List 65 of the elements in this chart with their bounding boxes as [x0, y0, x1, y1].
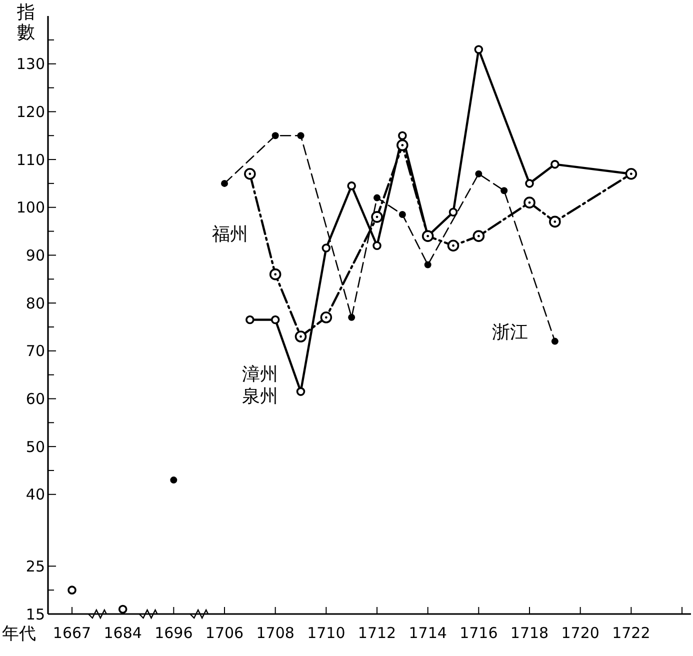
point	[374, 194, 380, 202]
x-tick-label: 1696	[154, 624, 193, 642]
point	[170, 476, 178, 484]
point	[221, 180, 228, 187]
point	[396, 139, 408, 152]
y-tick-label: 110	[16, 150, 45, 169]
x-tick-label: 1714	[408, 624, 447, 642]
series-label: 浙江	[492, 322, 528, 343]
point	[525, 179, 534, 188]
point	[625, 168, 638, 180]
point	[270, 315, 280, 324]
point	[348, 314, 356, 321]
point	[272, 132, 279, 140]
point	[297, 132, 304, 140]
point	[448, 208, 458, 217]
y-tick-label: 40	[26, 486, 45, 504]
point	[447, 240, 460, 252]
point	[244, 168, 256, 180]
point	[524, 196, 536, 208]
point	[372, 241, 382, 250]
x-tick-label: 1706	[205, 624, 244, 642]
point	[549, 216, 561, 228]
y-tick-label: 90	[26, 246, 45, 264]
x-tick-label: 1720	[561, 624, 600, 642]
point	[424, 261, 432, 268]
series-label: 漳州泉州	[242, 364, 278, 407]
point	[294, 330, 307, 342]
y-tick-label: 130	[16, 55, 45, 74]
x-tick-label: 1718	[510, 624, 549, 642]
y-tick-label: 25	[26, 557, 45, 576]
point	[347, 181, 356, 190]
point	[551, 338, 558, 345]
series-label: 福州	[212, 224, 248, 245]
point	[398, 211, 406, 218]
y-tick-label: 120	[16, 102, 45, 121]
y-axis-title: 指數	[16, 2, 35, 43]
y-tick-label: 50	[26, 438, 45, 456]
y-tick-label: 60	[26, 390, 45, 408]
x-tick-label: 1722	[612, 624, 650, 642]
point	[550, 160, 560, 169]
x-tick-label: 1712	[358, 624, 396, 642]
point	[322, 244, 331, 252]
y-tick-label: 80	[26, 294, 45, 312]
point	[320, 311, 332, 324]
point	[500, 187, 508, 194]
point	[474, 45, 484, 54]
y-tick-label: 100	[16, 198, 45, 217]
point	[398, 131, 407, 140]
point	[269, 268, 282, 280]
point	[371, 211, 383, 223]
point	[475, 170, 482, 178]
y-tick-label: 70	[26, 342, 45, 360]
point	[246, 315, 254, 324]
y-tick-label: 15	[26, 605, 45, 624]
x-axis-title: 年代	[2, 624, 36, 644]
x-tick-label: 1667	[52, 624, 92, 642]
point	[296, 387, 306, 396]
point	[68, 586, 76, 594]
x-tick-label: 1710	[307, 624, 346, 642]
x-tick-label: 1716	[460, 624, 498, 642]
x-tick-label: 1684	[104, 624, 142, 642]
point	[118, 604, 128, 614]
point	[472, 230, 485, 242]
x-tick-label: 1708	[256, 624, 294, 642]
point	[422, 230, 434, 242]
